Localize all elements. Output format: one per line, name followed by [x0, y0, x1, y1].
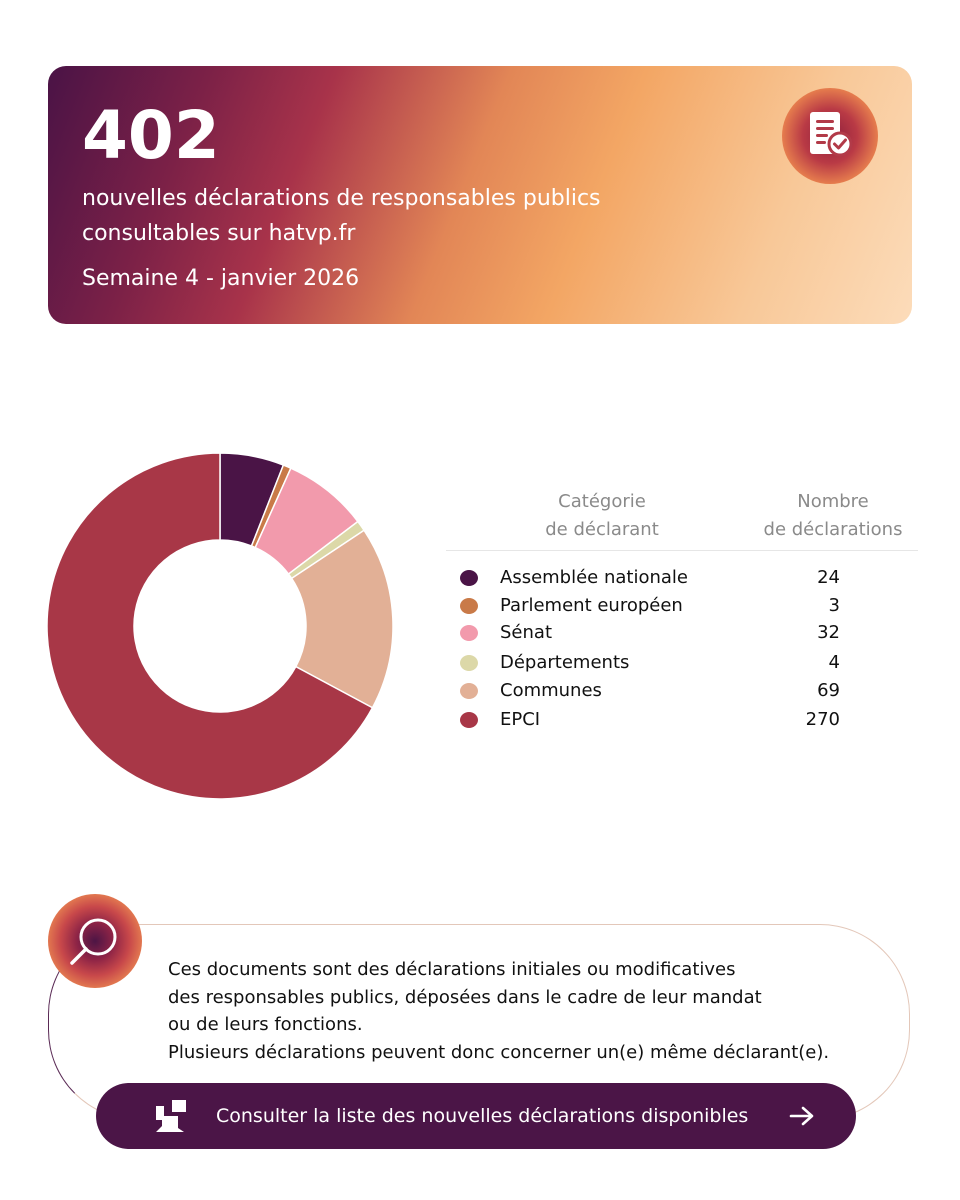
legend-swatch [460, 598, 478, 614]
row-value: 4 [828, 652, 840, 673]
hatvp-logo-icon [156, 1100, 186, 1132]
row-label: Départements [500, 652, 630, 673]
table-header-divider [446, 550, 918, 551]
row-value: 3 [828, 595, 840, 616]
header-card: 402 nouvelles déclarations de responsabl… [48, 66, 912, 324]
header-week: Semaine 4 - janvier 2026 [82, 266, 360, 291]
table-row: Sénat 32 [458, 619, 848, 647]
legend-swatch [460, 712, 478, 728]
donut-chart [46, 452, 394, 800]
table-row: Assemblée nationale 24 [458, 564, 848, 592]
donut-slice-epci [46, 452, 374, 800]
row-label: Communes [500, 680, 602, 701]
declarations-count: 402 [82, 97, 220, 174]
column-header-category: Catégorie de déclarant [545, 491, 659, 540]
arrow-right-icon [789, 1106, 814, 1126]
info-line-4: Plusieurs déclarations peuvent donc conc… [168, 1041, 830, 1063]
column-header-count: Nombre de déclarations [763, 491, 903, 540]
info-line-1: Ces documents sont des déclarations init… [168, 959, 736, 980]
info-line-3: ou de leurs fonctions. [168, 1014, 363, 1035]
legend-swatch [460, 570, 478, 586]
header-subtitle-line-1: nouvelles déclarations de responsables p… [82, 186, 601, 211]
row-value: 32 [817, 622, 840, 643]
row-value: 270 [805, 709, 840, 730]
row-value: 69 [817, 680, 840, 701]
table-row: Communes 69 [458, 677, 848, 705]
legend-swatch [460, 655, 478, 671]
row-label: Assemblée nationale [500, 567, 688, 588]
document-check-icon [782, 88, 878, 184]
row-label: Sénat [500, 622, 552, 643]
legend-swatch [460, 683, 478, 699]
info-line-2: des responsables publics, déposées dans … [168, 986, 762, 1008]
search-icon [48, 894, 142, 988]
consult-list-button[interactable]: Consulter la liste des nouvelles déclara… [96, 1083, 856, 1149]
row-value: 24 [817, 567, 840, 588]
table-row: Départements 4 [458, 649, 848, 677]
consult-list-label: Consulter la liste des nouvelles déclara… [216, 1105, 749, 1127]
info-text: Ces documents sont des déclarations init… [168, 956, 829, 1066]
row-label: EPCI [500, 709, 541, 730]
donut-slice-communes [290, 529, 394, 709]
row-label: Parlement européen [500, 595, 683, 616]
table-row: EPCI 270 [458, 706, 848, 734]
header-subtitle-line-2: consultables sur hatvp.fr [82, 221, 356, 246]
legend-swatch [460, 625, 478, 641]
table-row: Parlement européen 3 [458, 592, 848, 620]
